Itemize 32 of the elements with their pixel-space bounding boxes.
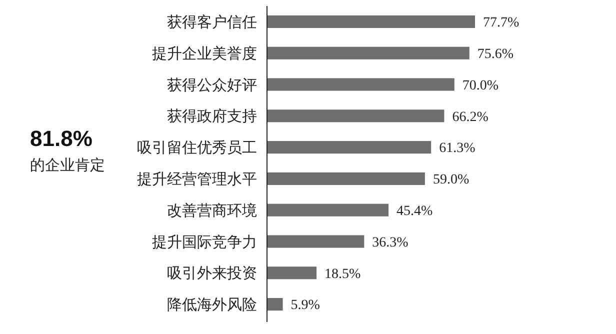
y-tick-label: 获得客户信任 xyxy=(167,14,257,31)
data-label: 5.9% xyxy=(290,298,320,314)
bar xyxy=(267,141,432,154)
y-tick-label: 提升国际竞争力 xyxy=(152,234,257,251)
text: 的企业肯定 xyxy=(30,157,105,174)
bar xyxy=(267,46,470,60)
data-label: 70.0% xyxy=(462,78,499,94)
data-label: 66.2% xyxy=(452,110,489,125)
bar xyxy=(267,110,444,122)
data-label: 59.0% xyxy=(432,172,470,188)
data-label: 77.7% xyxy=(483,16,520,31)
bar xyxy=(267,204,389,216)
bar xyxy=(267,15,475,28)
bar xyxy=(267,298,283,311)
y-tick-label: 获得政府支持 xyxy=(167,108,257,126)
y-tick-label: 吸引外来投资 xyxy=(167,265,257,282)
text: 81.8% xyxy=(30,126,92,151)
data-label: 75.6% xyxy=(477,47,514,62)
bar xyxy=(267,172,425,185)
y-tick-label: 吸引留住优秀员工 xyxy=(137,140,257,157)
data-label: 18.5% xyxy=(324,266,362,282)
bar xyxy=(267,266,317,280)
data-label: 45.4% xyxy=(396,204,434,219)
data-label: 36.3% xyxy=(372,235,409,250)
data-label: 61.3% xyxy=(439,141,476,156)
bar xyxy=(267,235,364,248)
y-tick-label: 提升企业美誉度 xyxy=(152,45,257,62)
bar xyxy=(267,78,454,91)
y-tick-label: 提升经营管理水平 xyxy=(137,170,257,188)
y-tick-label: 改善营商环境 xyxy=(167,202,257,220)
y-tick-label: 降低海外风险 xyxy=(167,296,257,314)
y-tick-label: 获得公众好评 xyxy=(167,76,257,94)
